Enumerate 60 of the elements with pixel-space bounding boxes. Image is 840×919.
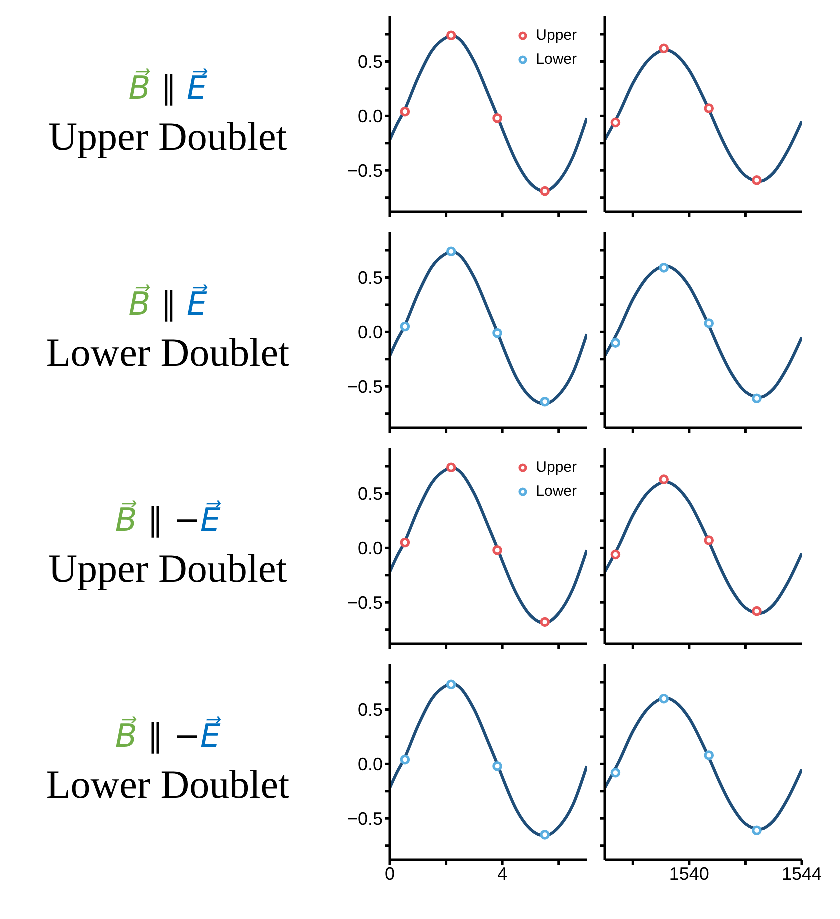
point	[540, 186, 550, 196]
point	[540, 617, 550, 628]
point	[752, 826, 762, 836]
y-tick-label: −0.5	[347, 377, 383, 398]
y-tick-label: 0.5	[358, 268, 383, 288]
x-tick-label: 4	[498, 864, 508, 884]
point	[492, 328, 502, 338]
point	[540, 396, 550, 407]
y-tick-label: 0.0	[358, 322, 383, 343]
point	[704, 318, 714, 328]
point	[659, 44, 669, 54]
text: Upper Doublet	[48, 545, 288, 593]
y-tick-label: 0.0	[358, 106, 383, 127]
point	[659, 474, 669, 484]
y-tick-label: 0.5	[358, 484, 383, 504]
y-tick-label: −0.5	[347, 809, 383, 830]
y-tick-label: −0.5	[347, 161, 383, 182]
point	[492, 113, 502, 124]
text: Lower Doublet	[46, 761, 290, 809]
point	[446, 246, 456, 256]
legend-label: Lower	[536, 482, 577, 502]
x-tick-label: 1540	[669, 864, 710, 884]
point	[704, 536, 714, 546]
text: B⃗ ∥ −E⃗	[115, 501, 221, 539]
point	[610, 338, 621, 348]
point	[400, 106, 410, 117]
point	[446, 30, 456, 40]
text: B⃗ ∥ E⃗	[128, 69, 208, 107]
text: B⃗ ∥ −E⃗	[115, 717, 221, 755]
point	[400, 538, 410, 548]
legend-label: Upper	[536, 458, 577, 478]
point	[400, 754, 410, 765]
point	[610, 550, 621, 560]
y-tick-label: −0.5	[347, 593, 383, 614]
point	[704, 104, 714, 114]
y-tick-label: 0.0	[358, 754, 383, 775]
point	[659, 694, 669, 704]
point	[400, 322, 410, 332]
point	[610, 768, 621, 778]
point	[752, 394, 762, 404]
point	[752, 606, 762, 616]
y-tick-label: 0.5	[358, 52, 383, 72]
point	[610, 118, 621, 128]
x-tick-label: 1544	[782, 864, 822, 884]
y-tick-label: 0.5	[358, 700, 383, 720]
text: B⃗ ∥ E⃗	[128, 285, 208, 323]
y-tick-label: 0.0	[358, 538, 383, 559]
point	[446, 462, 456, 472]
point	[659, 263, 669, 273]
x-tick-label: 0	[384, 864, 396, 884]
text: Lower Doublet	[46, 329, 290, 377]
point	[492, 545, 502, 556]
point	[752, 176, 762, 186]
legend-label: Lower	[536, 50, 577, 70]
point	[492, 761, 502, 772]
point	[704, 750, 714, 760]
point	[446, 680, 456, 690]
legend-label: Upper	[536, 26, 577, 46]
text: Upper Doublet	[48, 113, 288, 161]
point	[540, 830, 550, 840]
